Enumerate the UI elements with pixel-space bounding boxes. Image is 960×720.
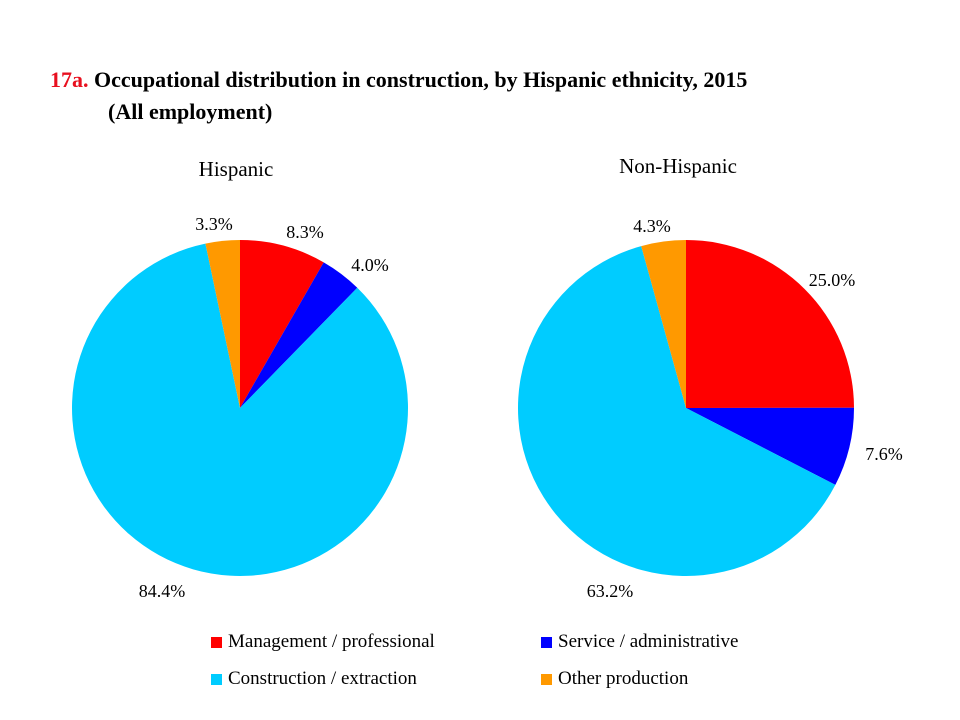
data-label-management: 8.3% [286,222,324,242]
chart-subtitle: (All employment) [108,99,273,124]
pie-slice-construction [72,243,409,577]
pie-slice-service [240,262,358,408]
chart-number: 17a. [50,67,89,92]
pie-slice-service [686,407,855,485]
pie-title: Hispanic [199,157,274,181]
pie-title: Non-Hispanic [619,154,737,178]
pie-slice-other [205,240,240,408]
pie-slice-other [641,240,686,408]
pie-slice-management [240,240,324,408]
data-label-service: 7.6% [865,444,903,464]
data-label-construction: 63.2% [587,581,634,601]
data-label-other: 3.3% [195,214,233,234]
data-label-management: 25.0% [809,270,856,290]
data-label-other: 4.3% [633,216,671,236]
chart-title: 17a. Occupational distribution in constr… [50,64,747,96]
chart-title-text: Occupational distribution in constructio… [94,67,748,92]
pie-slice-management [686,239,854,408]
data-label-construction: 84.4% [139,581,186,601]
pie-chart-hispanic: 8.3% 4.0% 84.4% 3.3% Hispanic [72,157,409,601]
data-label-service: 4.0% [351,255,389,275]
pie-chart-non-hispanic: 25.0% 7.6% 63.2% 4.3% Non-Hispanic [517,154,903,601]
pie-slice-construction [517,246,836,576]
